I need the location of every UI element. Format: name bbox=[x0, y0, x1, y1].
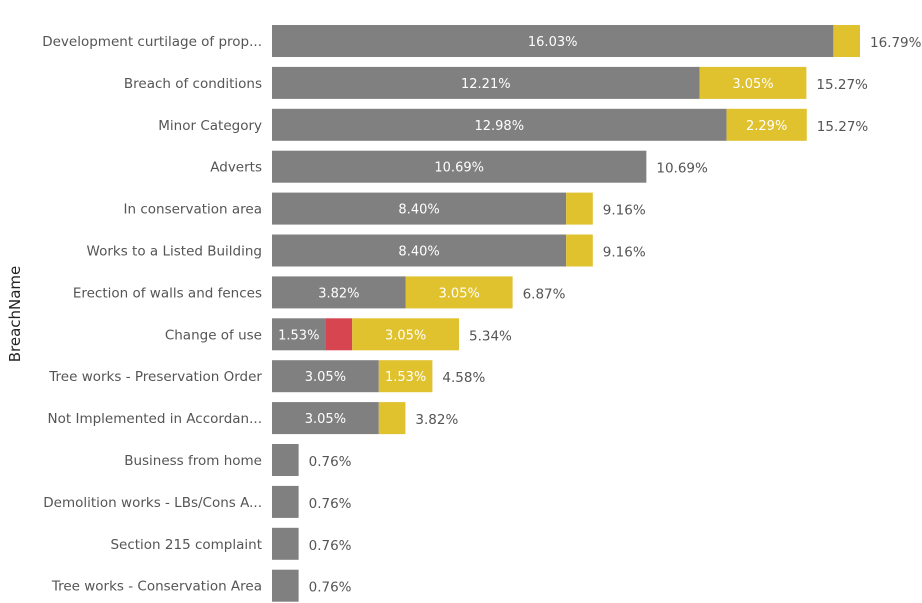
bar-segment bbox=[272, 25, 834, 57]
total-data-label: 15.27% bbox=[817, 119, 869, 135]
segment-data-label: 3.05% bbox=[305, 412, 346, 427]
total-data-label: 5.34% bbox=[469, 328, 512, 344]
bar-segment bbox=[726, 108, 807, 141]
bar-segment bbox=[272, 569, 299, 602]
segment-data-label: 3.05% bbox=[439, 286, 480, 301]
total-data-label: 0.76% bbox=[309, 538, 352, 554]
bar-segment bbox=[378, 360, 433, 393]
category-label: Tree works - Preservation Order bbox=[48, 369, 262, 385]
category-label: Adverts bbox=[210, 160, 262, 176]
total-data-label: 4.58% bbox=[442, 370, 485, 386]
segment-data-label: 8.40% bbox=[398, 245, 439, 260]
bar-segment bbox=[352, 318, 460, 351]
total-data-label: 9.16% bbox=[603, 203, 646, 219]
bar-segment bbox=[272, 360, 379, 393]
bar-segment bbox=[272, 234, 567, 267]
segment-data-label: 3.82% bbox=[318, 286, 359, 301]
category-label: Erection of walls and fences bbox=[73, 285, 262, 301]
bar-segment bbox=[272, 192, 567, 225]
total-data-label: 6.87% bbox=[523, 286, 566, 302]
segment-data-label: 1.53% bbox=[385, 370, 426, 385]
bar-segment bbox=[272, 150, 647, 183]
bar-segment bbox=[272, 485, 299, 518]
category-label: Works to a Listed Building bbox=[87, 244, 262, 260]
segment-data-label: 8.40% bbox=[398, 203, 439, 218]
segment-data-label: 12.98% bbox=[474, 119, 524, 134]
bar-segment bbox=[272, 66, 700, 99]
bar-segment bbox=[272, 527, 299, 560]
total-data-label: 3.82% bbox=[415, 412, 458, 428]
total-data-label: 16.79% bbox=[870, 35, 922, 51]
segment-data-label: 16.03% bbox=[528, 35, 578, 50]
segment-data-label: 3.05% bbox=[305, 370, 346, 385]
category-label: In conservation area bbox=[124, 202, 262, 218]
category-label: Business from home bbox=[124, 453, 262, 469]
bar-segment bbox=[405, 276, 513, 309]
bar-segment bbox=[272, 108, 727, 141]
total-data-label: 0.76% bbox=[309, 496, 352, 512]
bar-segment bbox=[566, 192, 593, 225]
segment-data-label: 10.69% bbox=[434, 161, 484, 176]
total-data-label: 0.76% bbox=[309, 580, 352, 596]
y-axis-title: BreachName bbox=[6, 266, 24, 363]
category-label: Section 215 complaint bbox=[110, 537, 262, 553]
bar-segment bbox=[378, 402, 406, 435]
bar-segment bbox=[272, 318, 326, 351]
bar-segment bbox=[272, 276, 406, 309]
category-label: Change of use bbox=[165, 327, 262, 343]
category-label: Demolition works - LBs/Cons A... bbox=[43, 495, 262, 511]
bar-segment bbox=[272, 444, 299, 476]
category-label: Development curtilage of prop... bbox=[42, 34, 262, 50]
segment-data-label: 3.05% bbox=[732, 77, 773, 92]
segment-data-label: 3.05% bbox=[385, 328, 426, 343]
bar-segment bbox=[833, 25, 860, 57]
category-label: Minor Category bbox=[158, 118, 262, 134]
category-label: Breach of conditions bbox=[124, 76, 262, 92]
category-label: Tree works - Conservation Area bbox=[51, 579, 262, 595]
category-label: Not Implemented in Accordan... bbox=[48, 411, 262, 427]
segment-data-label: 1.53% bbox=[278, 328, 319, 343]
segment-data-label: 2.29% bbox=[746, 119, 787, 134]
bar-segment bbox=[566, 234, 593, 267]
bar-segment bbox=[272, 402, 379, 435]
plot-area: Development curtilage of prop... 16.03% 16… bbox=[42, 25, 922, 602]
total-data-label: 15.27% bbox=[816, 77, 868, 93]
total-data-label: 0.76% bbox=[309, 454, 352, 470]
bar-segment bbox=[325, 318, 353, 351]
total-data-label: 9.16% bbox=[603, 245, 646, 261]
segment-data-label: 12.21% bbox=[461, 77, 511, 92]
bar-segment bbox=[699, 66, 807, 99]
total-data-label: 10.69% bbox=[656, 161, 708, 177]
